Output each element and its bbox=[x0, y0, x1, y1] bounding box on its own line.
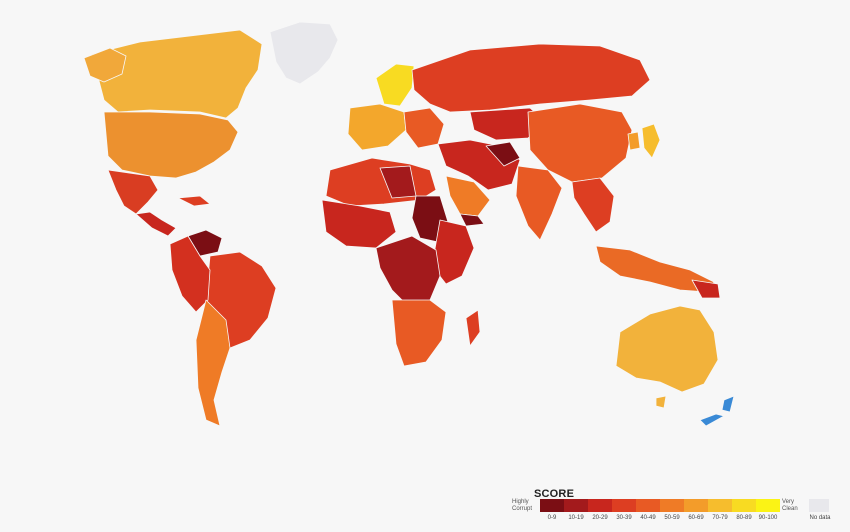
legend-range-labels: 0-9 10-19 20-29 30-39 40-49 50-59 60-69 … bbox=[540, 515, 780, 521]
legend-low-label: Highly Corrupt bbox=[512, 499, 533, 512]
legend-high-label: Very Clean bbox=[782, 499, 798, 512]
legend-swatch-3 bbox=[612, 499, 636, 512]
region-india[interactable] bbox=[515, 165, 563, 241]
legend-swatch-2 bbox=[588, 499, 612, 512]
region-tasmania[interactable] bbox=[655, 395, 667, 409]
legend-no-data-swatch bbox=[809, 499, 829, 512]
legend-swatch-6 bbox=[684, 499, 708, 512]
legend-swatch-9 bbox=[756, 499, 780, 512]
region-china[interactable] bbox=[527, 103, 633, 183]
region-usa[interactable] bbox=[103, 111, 239, 179]
region-western-europe[interactable] bbox=[347, 103, 407, 151]
region-greenland[interactable] bbox=[269, 21, 339, 85]
legend-range-label: 30-39 bbox=[616, 515, 632, 521]
region-eastern-europe[interactable] bbox=[403, 107, 445, 149]
region-scandinavia[interactable] bbox=[375, 63, 415, 107]
legend-color-scale bbox=[540, 499, 780, 512]
map-legend: SCORE Highly Corrupt Very Clean 0-9 10-1… bbox=[512, 488, 842, 530]
region-mexico[interactable] bbox=[107, 169, 159, 215]
legend-range-label: 90-100 bbox=[758, 515, 778, 521]
region-japan[interactable] bbox=[641, 123, 661, 159]
legend-range-label: 10-19 bbox=[568, 515, 584, 521]
legend-range-label: 70-79 bbox=[712, 515, 728, 521]
legend-range-label: 0-9 bbox=[547, 515, 557, 521]
region-west-south-america[interactable] bbox=[169, 235, 211, 313]
legend-swatch-4 bbox=[636, 499, 660, 512]
legend-swatch-0 bbox=[540, 499, 564, 512]
legend-swatch-7 bbox=[708, 499, 732, 512]
region-caribbean[interactable] bbox=[177, 195, 211, 207]
region-argentina[interactable] bbox=[195, 299, 231, 427]
region-russia[interactable] bbox=[411, 43, 651, 113]
region-korea[interactable] bbox=[627, 131, 641, 151]
region-southeast-asia[interactable] bbox=[571, 177, 615, 233]
legend-range-label: 40-49 bbox=[640, 515, 656, 521]
legend-swatch-1 bbox=[564, 499, 588, 512]
legend-swatch-8 bbox=[732, 499, 756, 512]
region-new-zealand[interactable] bbox=[699, 395, 735, 427]
region-central-africa[interactable] bbox=[375, 235, 441, 307]
region-alaska[interactable] bbox=[83, 47, 127, 83]
region-yemen[interactable] bbox=[459, 213, 485, 227]
region-madagascar[interactable] bbox=[465, 309, 481, 347]
legend-range-label: 80-89 bbox=[736, 515, 752, 521]
region-west-africa[interactable] bbox=[321, 199, 397, 249]
legend-title: SCORE bbox=[534, 488, 575, 500]
region-southern-africa[interactable] bbox=[391, 299, 447, 367]
region-central-america[interactable] bbox=[135, 211, 177, 237]
region-papua-new-guinea[interactable] bbox=[691, 279, 721, 299]
legend-no-data-label: No data bbox=[809, 515, 831, 521]
legend-range-label: 20-29 bbox=[592, 515, 608, 521]
region-afghanistan[interactable] bbox=[485, 141, 521, 167]
legend-range-label: 50-59 bbox=[664, 515, 680, 521]
region-australia[interactable] bbox=[615, 305, 719, 393]
legend-range-label: 60-69 bbox=[688, 515, 704, 521]
legend-swatch-5 bbox=[660, 499, 684, 512]
